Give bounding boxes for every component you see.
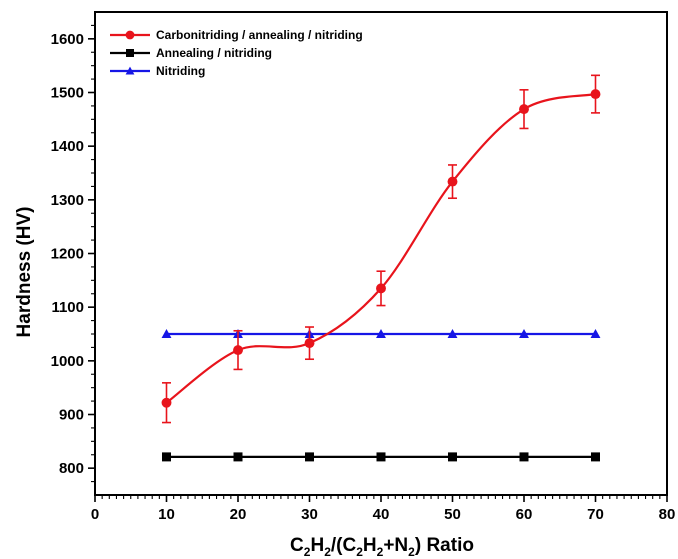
data-point xyxy=(590,89,601,100)
y-tick-label: 1200 xyxy=(51,246,84,263)
data-point xyxy=(519,329,529,338)
data-point xyxy=(233,452,243,462)
series-line xyxy=(165,93,596,404)
data-point xyxy=(376,283,386,294)
data-point xyxy=(376,329,386,338)
x-tick-label: 50 xyxy=(444,506,461,523)
y-tick-label: 1000 xyxy=(51,353,84,370)
y-tick-label: 900 xyxy=(59,407,84,424)
x-tick-label: 30 xyxy=(301,506,318,523)
legend-marker xyxy=(125,66,135,75)
data-point xyxy=(161,397,172,408)
data-point xyxy=(448,452,457,462)
y-tick-label: 800 xyxy=(59,460,84,477)
legend-marker xyxy=(125,30,135,40)
data-point xyxy=(447,176,458,187)
x-tick-label: 0 xyxy=(91,506,99,523)
series-layer xyxy=(161,74,601,462)
x-axis-title: C2H2/(C2H2+N2) Ratio xyxy=(290,535,474,559)
x-tick-label: 10 xyxy=(158,506,175,523)
y-tick-label: 1600 xyxy=(51,31,84,48)
data-point xyxy=(305,452,314,462)
x-tick-label: 80 xyxy=(659,506,676,523)
data-point xyxy=(447,329,458,338)
x-tick-label: 40 xyxy=(373,506,390,523)
axis-ticks: 0 10 20 30 40 50 60 70 80 800 900 1000 1100 1200 1300 1… xyxy=(51,24,676,523)
series-0 xyxy=(161,74,601,424)
y-axis-title: Hardness (HV) xyxy=(14,207,35,338)
data-point xyxy=(376,452,386,462)
data-point xyxy=(161,329,172,338)
data-point xyxy=(591,452,600,462)
y-tick-label: 1400 xyxy=(51,138,84,155)
x-tick-label: 20 xyxy=(230,506,247,523)
x-tick-label: 60 xyxy=(516,506,533,523)
legend: Carbonitriding / annealing / nitriding An… xyxy=(110,28,363,78)
data-point xyxy=(304,338,315,349)
legend-label: Nitriding xyxy=(156,64,205,78)
series-2 xyxy=(161,329,601,338)
x-tick-label: 70 xyxy=(587,506,604,523)
data-point xyxy=(519,452,529,462)
series-1 xyxy=(162,452,600,462)
y-tick-label: 1300 xyxy=(51,192,84,209)
legend-marker xyxy=(126,49,134,57)
data-point xyxy=(590,329,601,338)
legend-label: Annealing / nitriding xyxy=(156,46,272,60)
data-point xyxy=(162,452,171,462)
data-point xyxy=(233,345,243,356)
plot-frame xyxy=(94,11,668,496)
data-point xyxy=(519,104,529,115)
y-tick-label: 1100 xyxy=(51,299,84,316)
legend-label: Carbonitriding / annealing / nitriding xyxy=(156,28,363,42)
plot-border xyxy=(94,11,668,496)
y-tick-label: 1500 xyxy=(51,85,84,102)
